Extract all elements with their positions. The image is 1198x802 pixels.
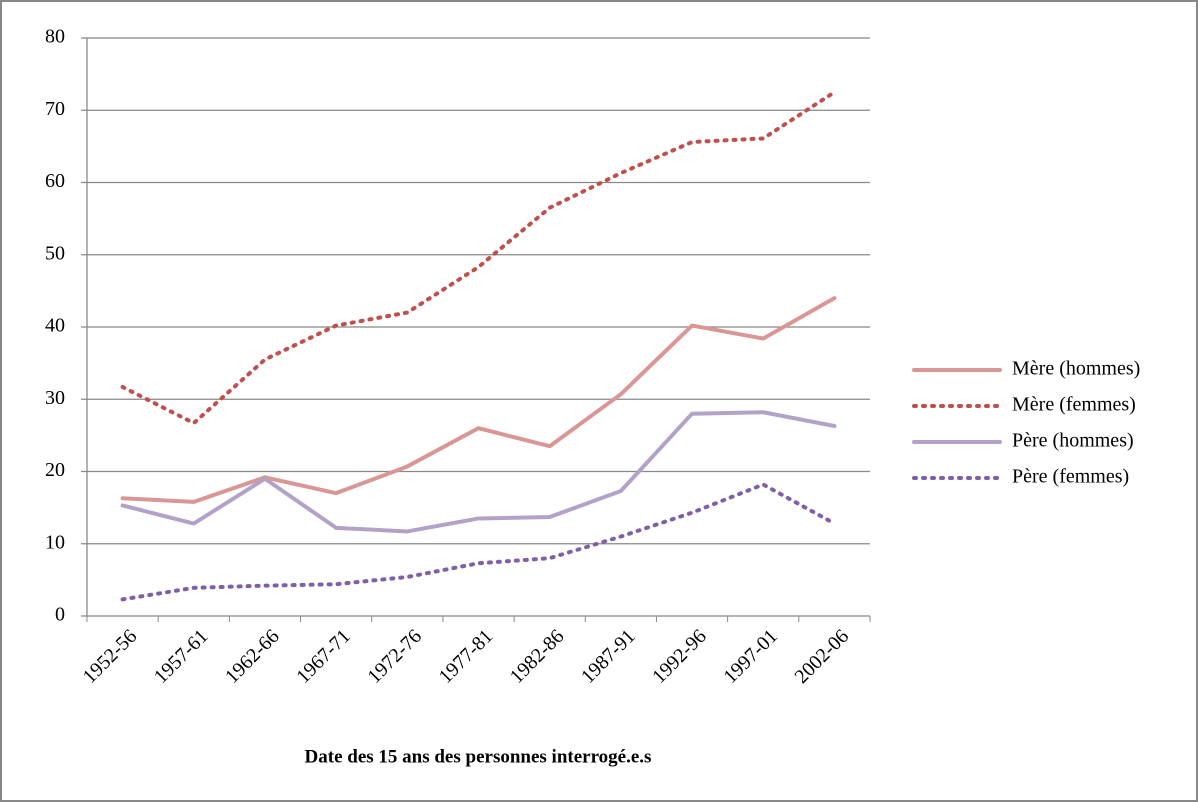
series-line xyxy=(120,296,837,504)
legend-label: Père (femmes) xyxy=(1012,466,1129,488)
y-tick-label: 50 xyxy=(45,242,65,264)
legend-label: Mère (hommes) xyxy=(1012,358,1140,380)
series-line xyxy=(120,410,837,534)
y-tick-label: 70 xyxy=(45,98,65,120)
y-tick-label: 40 xyxy=(45,315,65,337)
y-tick-label: 80 xyxy=(45,26,65,48)
legend-label: Mère (femmes) xyxy=(1012,394,1136,416)
series-line xyxy=(120,482,837,602)
x-axis-title: Date des 15 ans des personnes interrogé.… xyxy=(305,746,652,767)
series-line xyxy=(120,90,837,426)
y-tick-label: 30 xyxy=(45,387,65,409)
y-tick-label: 60 xyxy=(45,170,65,192)
y-tick-label: 20 xyxy=(45,459,65,481)
legend-label: Père (hommes) xyxy=(1012,430,1134,452)
y-tick-label: 10 xyxy=(45,531,65,553)
y-tick-label: 0 xyxy=(55,604,65,626)
